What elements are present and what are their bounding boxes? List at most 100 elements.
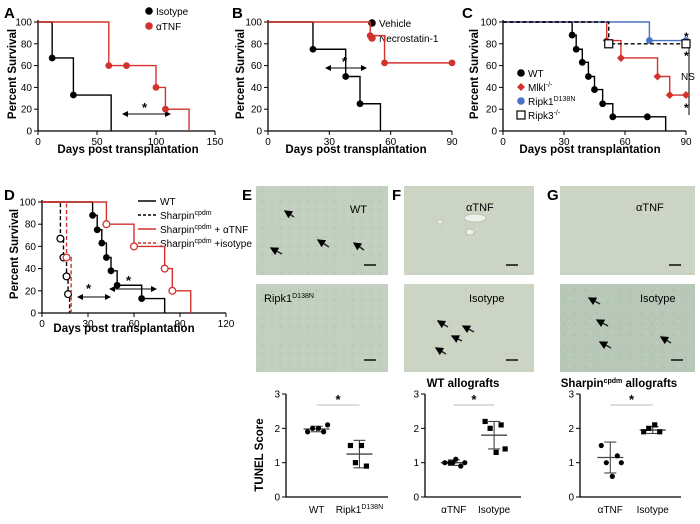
data-point-sharpin-cpdm	[64, 290, 73, 299]
x-tick-label: 120	[218, 319, 235, 330]
y-tick-label: 100	[15, 18, 32, 29]
data-point-wt	[113, 281, 121, 289]
legend-label-mlkl: Mlkl-/-	[528, 82, 553, 94]
tunel-arrow	[659, 336, 672, 345]
significance-star: *	[335, 392, 341, 407]
data-point-wt	[599, 100, 607, 108]
tunel-point	[321, 429, 327, 435]
plot-area-d: 0 30 60 90 120 0 20 40 60 80 100	[19, 198, 234, 331]
tunel-point	[482, 418, 488, 425]
tunel-labels: TUNEL Score WT allografts Sharpincpdm al…	[254, 378, 677, 492]
ns-label-c: NS	[681, 72, 695, 83]
tunel-group-label: αTNF	[598, 505, 623, 516]
legend-marker-wt	[517, 69, 525, 77]
data-point-wt	[93, 226, 101, 234]
legend-d: WT Sharpincpdm Sharpincpdm + αTNF Sharpi…	[138, 197, 252, 250]
vessel	[465, 228, 475, 236]
data-point-necrostatin-1	[366, 32, 374, 40]
y-tick-label: 0	[26, 127, 32, 138]
data-point-ripk3-	[604, 39, 614, 49]
y-tick-label: 60	[486, 61, 498, 72]
tunel-arrow	[434, 347, 447, 356]
tunel-plot-g: 0 1 2 3 αTNF Isotype *	[568, 390, 681, 516]
legend-b: Vehicle Necrostatin-1	[368, 19, 439, 45]
tunel-point	[442, 460, 448, 466]
tunel-y-tick-label: 0	[274, 493, 280, 504]
tunel-arrow	[269, 247, 283, 256]
data-point-wt	[107, 267, 115, 275]
data-point--tnf	[105, 62, 113, 69]
x-tick-label: 0	[265, 137, 271, 148]
legend-label-vehicle: Vehicle	[379, 19, 412, 30]
survival-curve-mlkl-	[503, 21, 686, 96]
tunel-group-label: WT	[309, 505, 325, 516]
y-tick-label: 60	[25, 242, 37, 253]
tunel-arrow	[436, 320, 449, 329]
y-tick-label: 40	[21, 83, 33, 94]
legend-marker-mlkl	[517, 83, 525, 91]
significance-star-c-bottom: *	[684, 101, 689, 115]
y-tick-label: 100	[480, 18, 497, 29]
y-axis-label-a: Percent Survival	[7, 29, 19, 119]
tunel-point	[498, 422, 504, 428]
legend-label-ripk3: Ripk3-/-	[528, 110, 561, 122]
legend-label-ripk1: Ripk1D138N	[528, 96, 575, 108]
tunel-arrow	[587, 297, 601, 306]
legend-c: WT Mlkl-/- Ripk1D138N Ripk3-/-	[516, 69, 575, 122]
tunel-point	[347, 442, 354, 449]
tunel-point	[453, 456, 459, 462]
tunel-y-tick-label: 3	[413, 390, 419, 401]
tunel-point	[358, 442, 365, 449]
data-point-sharpin-cpdm	[56, 234, 65, 243]
y-tick-label: 80	[25, 220, 37, 231]
micrograph-g-atnf	[560, 186, 695, 275]
tunel-arrow	[352, 242, 365, 251]
data-point-sharpin-cpdm-tnf	[129, 242, 139, 251]
legend-label-necrostatin: Necrostatin-1	[379, 34, 439, 45]
tunel-y-tick-label: 1	[413, 458, 419, 469]
y-tick-label: 20	[251, 105, 263, 116]
tunel-point	[646, 425, 652, 431]
micrograph-panels: E F G WT Ripk1D138N αTNF Isotype αTNF Is…	[242, 186, 695, 372]
y-tick-label: 100	[19, 198, 36, 209]
legend-label-wt: WT	[528, 69, 544, 80]
tunel-point	[657, 429, 663, 435]
x-tick-label: 60	[385, 137, 397, 148]
x-tick-label: 30	[82, 319, 94, 330]
survival-curve-sharpin-cpdm-tnf	[42, 201, 192, 313]
legend-label-sharpin: Sharpincpdm	[160, 210, 212, 222]
tunel-point	[598, 442, 604, 449]
tunel-group-label: αTNF	[441, 505, 466, 516]
tunel-point	[641, 429, 647, 435]
tunel-point	[618, 460, 624, 466]
y-tick-label: 0	[491, 127, 497, 138]
tunel-arrow	[461, 325, 475, 334]
survival-curve-vehicle	[268, 21, 382, 131]
tunel-point	[462, 460, 468, 466]
significance-star-a: *	[142, 100, 148, 115]
data-point-vehicle	[309, 45, 317, 53]
data-point-wt	[103, 254, 110, 261]
y-axis-label-c: Percent Survival	[469, 29, 481, 119]
significance-star-d-left: *	[86, 281, 92, 296]
data-point-mlkl-	[616, 53, 625, 62]
survival-curve-ripk1-d138n	[503, 21, 686, 42]
x-tick-label: 0	[39, 319, 45, 330]
tunel-y-tick-label: 0	[568, 493, 574, 504]
tunel-point	[305, 429, 311, 435]
tunel-arrow	[450, 335, 463, 343]
data-point-wt	[568, 31, 576, 39]
significance-star-c-top: *	[684, 30, 689, 44]
x-tick-label: 90	[174, 319, 186, 330]
panel-c-survival-chart: C Percent Survival Days post transplanta…	[462, 5, 695, 156]
data-point-necrostatin-1	[381, 59, 388, 67]
data-point-mlkl-	[665, 91, 674, 100]
tunel-y-tick-label: 2	[568, 424, 574, 435]
data-point-sharpin-cpdm	[62, 272, 71, 281]
panel-letter-f: F	[392, 187, 401, 204]
legend-marker-ripk3	[516, 110, 526, 120]
tunel-arrow	[283, 210, 295, 219]
data-point-wt	[578, 58, 586, 66]
micrograph-label-g-top: αTNF	[636, 202, 664, 214]
